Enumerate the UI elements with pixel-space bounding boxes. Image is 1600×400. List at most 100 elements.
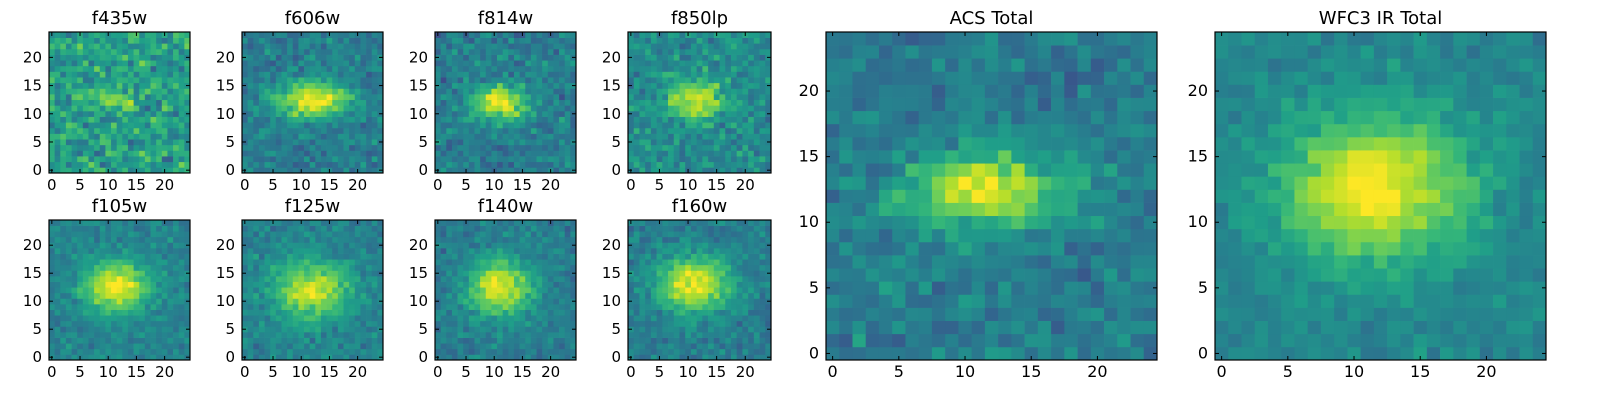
heatmap-cell — [446, 127, 453, 134]
heatmap-cell — [719, 77, 726, 84]
heatmap-cell — [468, 54, 475, 61]
heatmap-cell — [536, 276, 543, 282]
heatmap-cell — [304, 236, 311, 243]
heatmap-cell — [645, 270, 652, 277]
heatmap-cell — [474, 326, 481, 333]
heatmap-cell — [133, 127, 140, 134]
heatmap-cell — [253, 309, 260, 316]
heatmap-cell — [337, 144, 344, 151]
heatmap-cell — [320, 315, 327, 322]
heatmap-cell — [60, 242, 67, 249]
heatmap-cell — [270, 37, 277, 44]
heatmap-cell — [139, 225, 146, 232]
heatmap-cell — [178, 320, 185, 327]
heatmap-cell — [264, 220, 271, 226]
heatmap-cell — [662, 343, 669, 350]
heatmap-cell — [765, 99, 772, 106]
heatmap-cell — [690, 161, 697, 168]
heatmap-cell — [304, 71, 311, 78]
heatmap-cell — [457, 298, 464, 305]
heatmap-cell — [639, 54, 646, 61]
heatmap-cell — [65, 60, 72, 67]
heatmap-cell — [474, 37, 481, 44]
heatmap-cell — [513, 343, 520, 350]
heatmap-cell — [725, 161, 732, 168]
heatmap-cell — [82, 94, 89, 101]
heatmap-cell — [519, 82, 526, 89]
heatmap-cell — [639, 150, 646, 157]
heatmap-cell — [309, 105, 316, 112]
heatmap-cell — [730, 105, 738, 112]
heatmap-cell — [173, 236, 180, 243]
heatmap-cell — [156, 298, 163, 305]
heatmap-cell — [708, 139, 715, 146]
heatmap-cell — [468, 292, 475, 299]
heatmap-cell — [696, 144, 703, 151]
heatmap-cell — [360, 248, 367, 254]
heatmap-cell — [536, 225, 543, 232]
heatmap-cell — [463, 77, 470, 84]
heatmap-cell — [332, 150, 339, 157]
heatmap-cell — [258, 248, 265, 254]
heatmap-cell — [673, 54, 680, 61]
heatmap-cell — [679, 309, 686, 316]
heatmap-cell — [184, 253, 191, 260]
heatmap-cell — [696, 326, 703, 333]
heatmap-cell — [451, 315, 458, 322]
heatmap-cell — [111, 54, 118, 61]
heatmap-cell — [275, 270, 282, 277]
heatmap-cell — [77, 99, 84, 106]
heatmap-cell — [315, 264, 322, 271]
heatmap-cell — [156, 94, 163, 101]
heatmap-cell — [451, 320, 458, 327]
heatmap-cell — [491, 139, 498, 146]
heatmap-cell — [65, 270, 72, 277]
heatmap-cell — [122, 231, 129, 238]
heatmap-cell — [440, 248, 447, 254]
heatmap-cell — [156, 110, 163, 117]
heatmap-cell — [645, 82, 652, 89]
heatmap-cell — [702, 71, 709, 78]
heatmap-cell — [105, 71, 112, 78]
heatmap-cell — [736, 99, 743, 106]
heatmap-cell — [65, 139, 72, 146]
heatmap-cell — [547, 65, 554, 72]
heatmap-cell — [94, 32, 101, 38]
heatmap-cell — [292, 287, 299, 294]
x-tick-label: 20 — [541, 176, 560, 194]
heatmap-cell — [354, 99, 361, 106]
heatmap-cell — [287, 315, 294, 322]
heatmap-cell — [298, 150, 305, 157]
heatmap-cell — [270, 315, 277, 322]
heatmap-cell — [144, 110, 151, 117]
heatmap-cell — [111, 253, 118, 260]
heatmap-cell — [298, 309, 305, 316]
heatmap-cell — [150, 54, 157, 61]
heatmap-cell — [315, 292, 322, 299]
heatmap-cell — [570, 99, 577, 106]
heatmap-cell — [446, 37, 453, 44]
heatmap-cell — [519, 236, 526, 243]
heatmap-cell — [161, 337, 168, 344]
heatmap-cell — [508, 94, 515, 101]
heatmap-cell — [519, 337, 526, 344]
heatmap-cell — [742, 343, 749, 350]
heatmap-cell — [366, 315, 373, 322]
heatmap-cell — [304, 281, 311, 288]
y-tick-label: 5 — [418, 320, 428, 338]
heatmap-cell — [264, 264, 271, 271]
heatmap-cell — [519, 110, 526, 117]
heatmap-cell — [668, 304, 675, 310]
heatmap-cell — [491, 161, 498, 168]
heatmap-cell — [178, 220, 185, 226]
heatmap-cell — [54, 231, 61, 238]
heatmap-cell — [530, 167, 537, 174]
heatmap-cell — [281, 326, 288, 333]
heatmap-cell — [765, 48, 772, 55]
heatmap-cell — [360, 161, 367, 168]
heatmap-cell — [440, 292, 447, 299]
heatmap-cell — [304, 37, 311, 44]
heatmap-cell — [530, 48, 537, 55]
heatmap-cell — [753, 315, 760, 322]
heatmap-cell — [685, 281, 692, 288]
